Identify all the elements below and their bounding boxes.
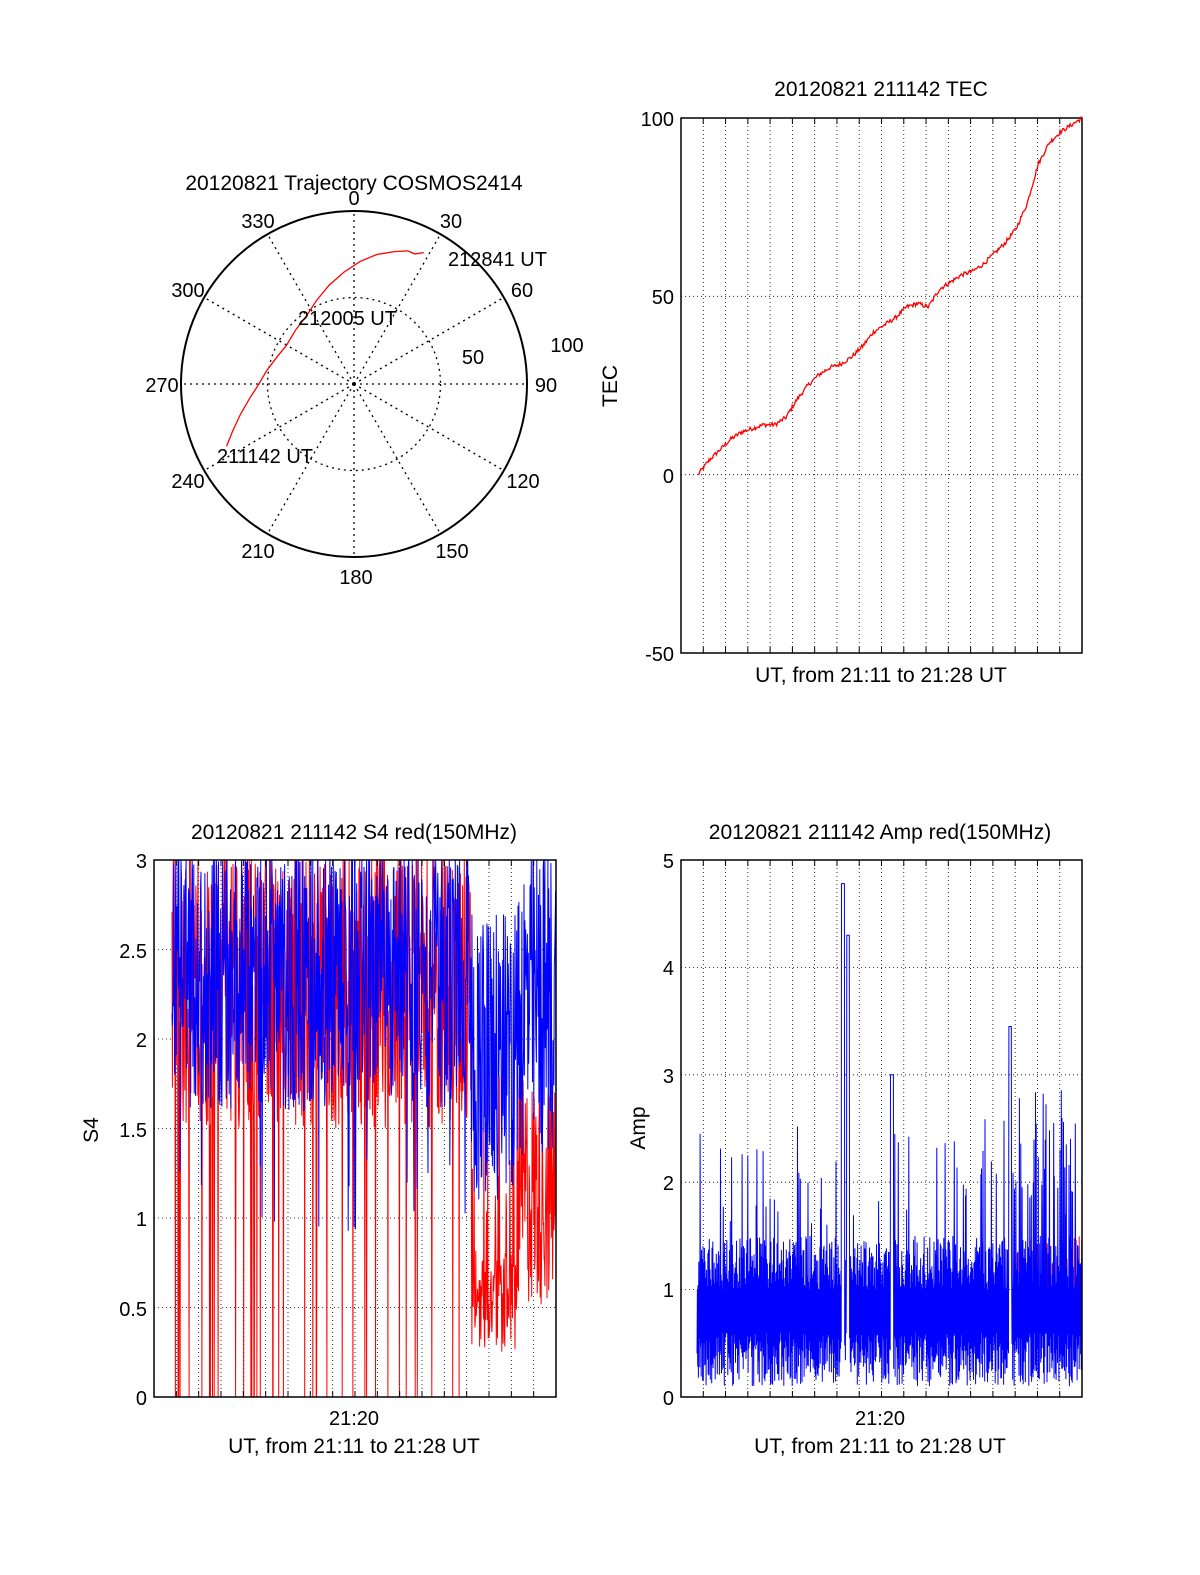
polar-spokes	[181, 211, 527, 557]
polar-spoke-30	[353, 233, 442, 385]
amp-xlabel: UT, from 21:11 to 21:28 UT	[754, 1435, 1006, 1458]
polar-outer-ring	[180, 210, 528, 558]
s4-blue-series-line	[171, 858, 557, 1231]
s4-ytick-1: 1	[136, 1209, 147, 1231]
angle-label-210: 210	[241, 541, 274, 563]
tec-title: 20120821 211142 TEC	[774, 78, 988, 101]
tec-grid	[681, 118, 1082, 653]
annotation-mid-time: 212005 UT	[298, 308, 397, 330]
angle-label-270: 270	[145, 375, 178, 397]
s4-ytick-3: 3	[136, 851, 147, 873]
angle-label-90: 90	[535, 375, 557, 397]
angle-label-240: 240	[171, 471, 204, 493]
tec-ytick-0: 0	[663, 466, 674, 488]
trajectory-line	[225, 250, 424, 447]
annotation-end-time: 212841 UT	[448, 249, 547, 271]
tec-minor-ticks	[702, 118, 1061, 653]
angle-label-30: 30	[440, 211, 462, 233]
angle-label-180: 180	[339, 567, 372, 589]
s4-ytick-0-5: 0.5	[119, 1299, 147, 1321]
polar-spoke-210	[266, 383, 355, 535]
amp-ylabel: Amp	[627, 1106, 650, 1149]
amp-ytick-1: 1	[663, 1280, 674, 1302]
s4-ytick-2-5: 2.5	[119, 941, 147, 963]
amp-chart: 20120821 211142 Amp red(150MHz) 0 1 2 3 …	[627, 821, 1083, 1458]
polar-spoke-240	[203, 383, 355, 472]
polar-title: 20120821 Trajectory COSMOS2414	[185, 172, 523, 195]
s4-xtick-2120: 21:20	[329, 1408, 379, 1430]
angle-label-300: 300	[171, 280, 204, 302]
tec-xlabel: UT, from 21:11 to 21:28 UT	[755, 664, 1007, 687]
amp-ytick-3: 3	[663, 1066, 674, 1088]
amp-blue-series-line	[696, 883, 1083, 1387]
tec-ylabel: TEC	[599, 365, 622, 407]
s4-ytick-2: 2	[136, 1030, 147, 1052]
polar-spoke-120	[353, 383, 505, 472]
amp-ytick-4: 4	[663, 958, 674, 980]
tec-chart: 20120821 211142 TEC 100 50 0 -50 TEC UT,…	[599, 78, 1083, 687]
tec-ytick-neg50: -50	[645, 644, 674, 666]
angle-label-120: 120	[506, 471, 539, 493]
s4-minor-ticks	[175, 860, 535, 1397]
s4-ytick-0: 0	[136, 1388, 147, 1410]
radial-label-100: 100	[550, 335, 583, 357]
amp-title: 20120821 211142 Amp red(150MHz)	[709, 821, 1051, 844]
angle-label-150: 150	[435, 541, 468, 563]
radial-label-50: 50	[462, 347, 484, 369]
s4-ylabel: S4	[80, 1117, 103, 1143]
angle-label-0: 0	[348, 188, 359, 210]
angle-label-330: 330	[241, 211, 274, 233]
polar-spoke-330	[266, 233, 355, 385]
amp-minor-ticks	[702, 860, 1061, 1397]
s4-chart: 20120821 211142 S4 red(150MHz) 0 0.5 1 1…	[80, 821, 557, 1458]
amp-xtick-2120: 21:20	[855, 1408, 905, 1430]
amp-ytick-2: 2	[663, 1173, 674, 1195]
amp-ytick-0: 0	[663, 1388, 674, 1410]
amp-ytick-5: 5	[663, 851, 674, 873]
polar-spoke-150	[353, 383, 442, 535]
s4-xlabel: UT, from 21:11 to 21:28 UT	[228, 1435, 480, 1458]
tec-ytick-50: 50	[652, 287, 674, 309]
s4-title: 20120821 211142 S4 red(150MHz)	[191, 821, 517, 844]
tec-ytick-100: 100	[641, 109, 674, 131]
polar-spoke-60	[353, 296, 505, 385]
annotation-start-time: 211142 UT	[217, 446, 313, 468]
s4-ytick-1-5: 1.5	[119, 1120, 147, 1142]
polar-spoke-300	[203, 296, 355, 385]
tec-series-line	[697, 115, 1083, 476]
amp-grid	[681, 860, 1082, 1397]
polar-chart: 20120821 Trajectory COSMOS2414 0 30 60 9…	[145, 172, 583, 589]
angle-label-60: 60	[511, 280, 533, 302]
polar-inner-ring	[266, 296, 442, 472]
polar-angle-labels: 0 30 60 90 120 150 180 210 240 270 300 3…	[145, 188, 557, 589]
